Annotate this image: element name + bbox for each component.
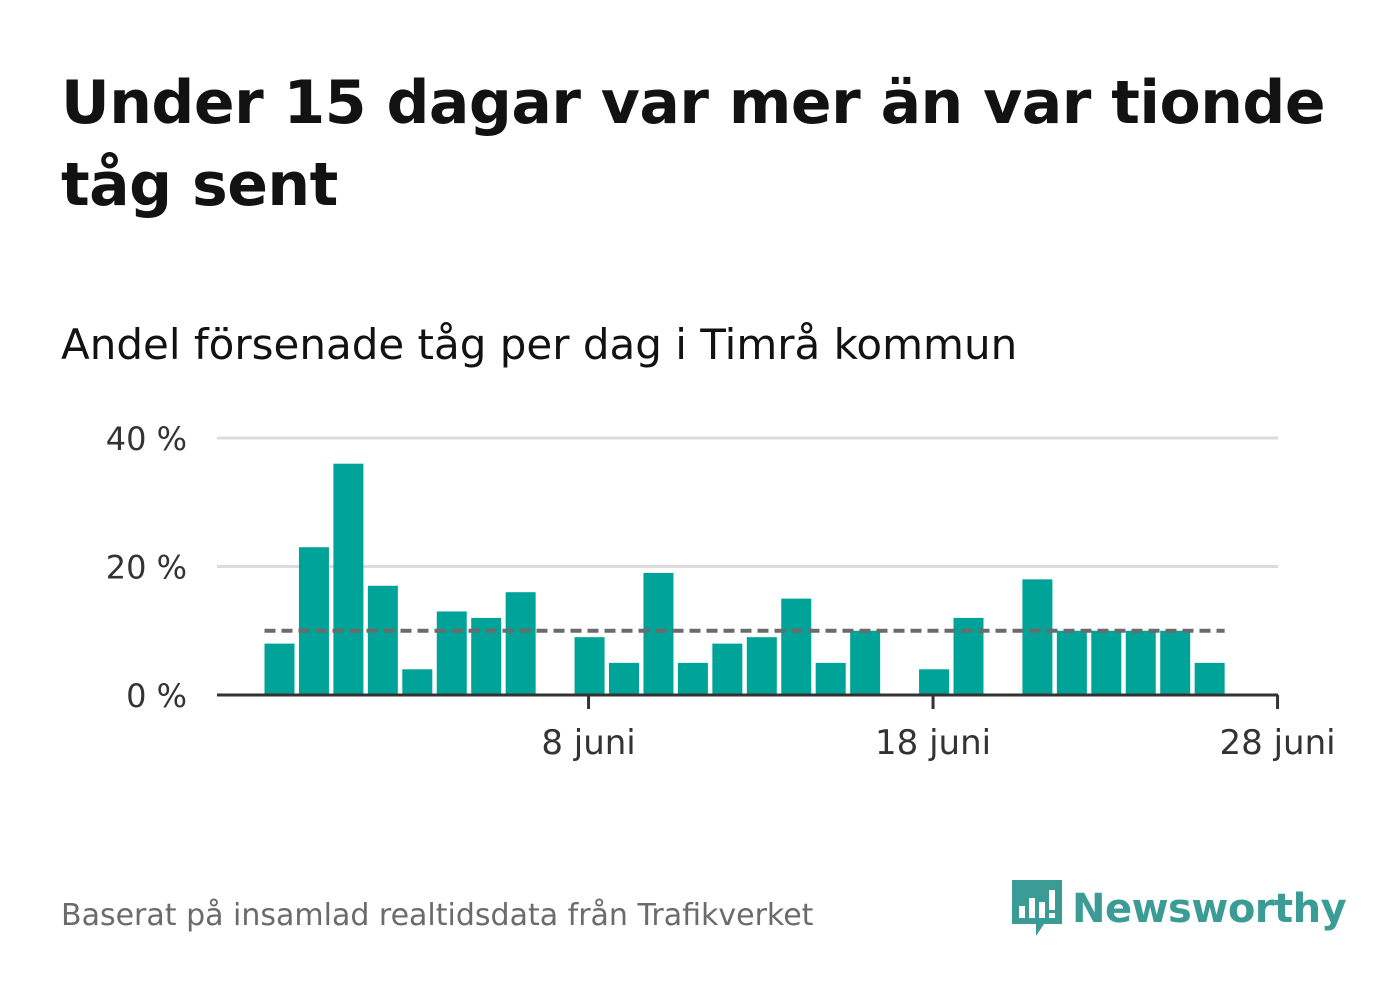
bar: [850, 630, 881, 695]
newsworthy-logo-icon: [1012, 880, 1062, 936]
bar: [1160, 630, 1191, 695]
bar: [712, 643, 743, 695]
bar: [264, 643, 295, 695]
bar: [1056, 630, 1087, 695]
bar: [677, 662, 708, 695]
bar: [919, 669, 950, 695]
newsworthy-logo-text: Newsworthy: [1072, 886, 1347, 932]
y-tick-label: 40 %: [106, 420, 187, 458]
chart-title: Under 15 dagar var mer än var tionde tåg…: [61, 68, 1326, 220]
x-tick-label: 28 juni: [1220, 723, 1336, 763]
bar: [815, 662, 846, 695]
x-axis: [217, 693, 1280, 709]
bar: [367, 585, 398, 695]
bar: [643, 572, 674, 695]
bar: [746, 637, 777, 695]
bar: [1022, 579, 1053, 695]
y-tick-label: 20 %: [106, 549, 187, 587]
bars: [264, 463, 1225, 695]
y-tick-labels: 0 % 20 % 40 %: [106, 420, 187, 715]
bar: [298, 547, 329, 695]
bar: [1194, 662, 1225, 695]
bar: [574, 637, 605, 695]
x-tick-label: 18 juni: [875, 723, 991, 763]
bar: [1091, 630, 1122, 695]
grid-lines: [217, 436, 1278, 568]
source-caption: Baserat på insamlad realtidsdata från Tr…: [61, 898, 814, 933]
bar: [436, 611, 467, 695]
chart-subtitle: Andel försenade tåg per dag i Timrå komm…: [61, 320, 1018, 369]
bar: [505, 592, 536, 695]
x-tick-label: 8 juni: [541, 723, 635, 763]
bar: [402, 669, 433, 695]
bar: [333, 463, 364, 695]
bar: [609, 662, 639, 695]
y-tick-label: 0 %: [126, 677, 187, 715]
x-tick-labels: 8 juni 18 juni 28 juni: [541, 723, 1335, 763]
newsworthy-logo: Newsworthy: [1010, 878, 1347, 940]
bar: [1125, 630, 1156, 695]
bar: [781, 598, 812, 695]
